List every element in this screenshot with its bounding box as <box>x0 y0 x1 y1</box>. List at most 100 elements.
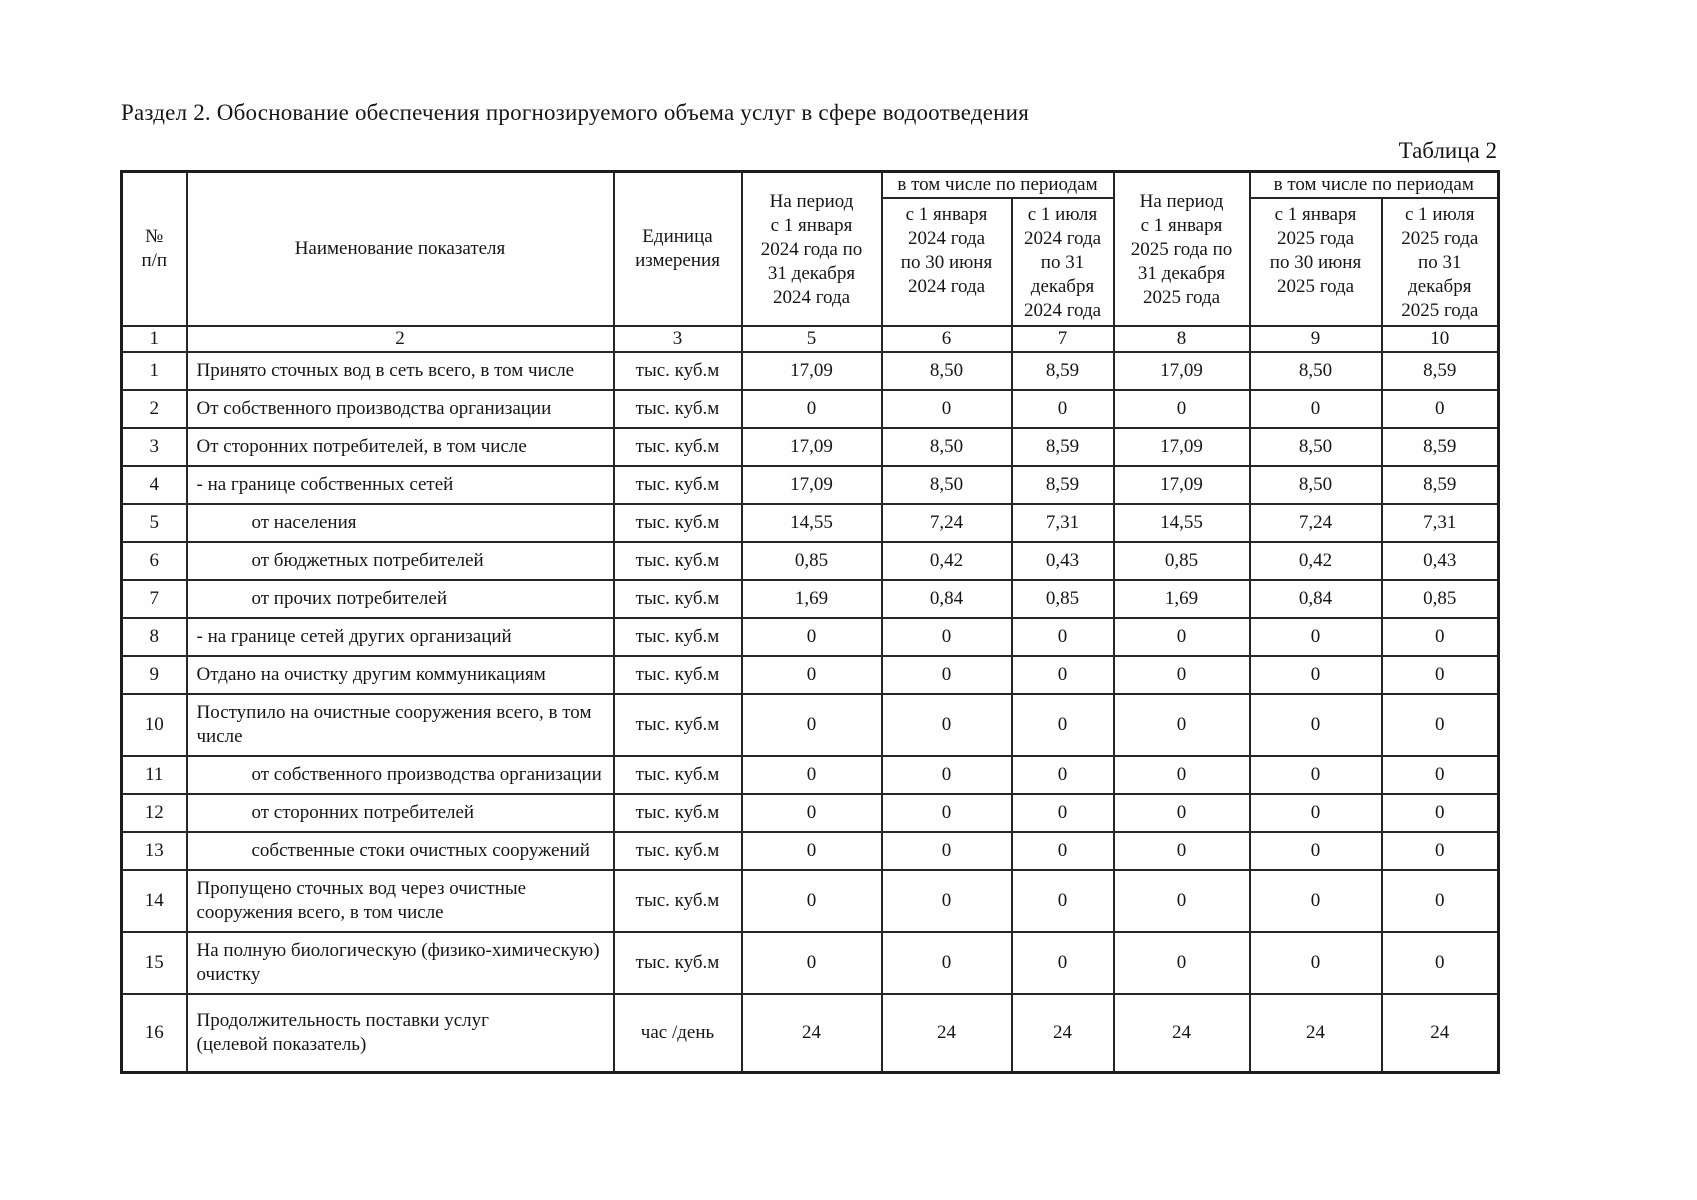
indicator-cell: Поступило на очистные сооружения всего, … <box>185 693 615 757</box>
value-cell: 8,59 <box>1380 465 1500 505</box>
unit-cell: тыс. куб.м <box>612 465 743 505</box>
unit-cell: тыс. куб.м <box>612 755 743 795</box>
column-number: 5 <box>740 325 883 353</box>
value-cell: 0 <box>880 831 1013 871</box>
table-row: 15 На полную биологическую (физико-химиче… <box>120 931 1500 995</box>
header-period-2024: На период с 1 января 2024 года по 31 дек… <box>740 170 883 327</box>
table-row: 8- на границе сетей других организаций ты… <box>120 617 1500 657</box>
value-cell: 24 <box>1380 993 1500 1074</box>
value-cell: 24 <box>1248 993 1383 1074</box>
unit-cell: тыс. куб.м <box>612 579 743 619</box>
column-number: 8 <box>1112 325 1251 353</box>
value-cell: 0 <box>1010 793 1115 833</box>
value-cell: 0 <box>1380 655 1500 695</box>
value-cell: 8,59 <box>1010 427 1115 467</box>
value-cell: 8,59 <box>1380 427 1500 467</box>
header-row-top: № п/п Наименование показателя Единица из… <box>120 170 1500 327</box>
value-cell: 0 <box>1010 831 1115 871</box>
value-cell: 0 <box>1248 931 1383 995</box>
value-cell: 0 <box>1380 793 1500 833</box>
value-cell: 14,55 <box>1112 503 1251 543</box>
table-row: 2 От собственного производства организаци… <box>120 389 1500 429</box>
row-number-cell: 7 <box>120 579 188 619</box>
table-row: 9 Отдано на очистку другим коммуникациям т… <box>120 655 1500 695</box>
value-cell: 0 <box>1112 793 1251 833</box>
value-cell: 0 <box>740 389 883 429</box>
table-row: 3 От сторонних потребителей, в том числе т… <box>120 427 1500 467</box>
unit-cell: тыс. куб.м <box>612 655 743 695</box>
unit-cell: тыс. куб.м <box>612 389 743 429</box>
value-cell: 8,50 <box>880 351 1013 391</box>
page-title: Раздел 2. Обоснование обеспечения прогно… <box>121 100 1029 125</box>
value-cell: 0 <box>1010 693 1115 757</box>
value-cell: 24 <box>1010 993 1115 1074</box>
value-cell: 8,59 <box>1380 351 1500 391</box>
value-cell: 0 <box>1112 693 1251 757</box>
indicator-cell: От сторонних потребителей, в том числе <box>185 427 615 467</box>
unit-cell: тыс. куб.м <box>612 503 743 543</box>
row-number-cell: 5 <box>120 503 188 543</box>
value-cell: 7,24 <box>880 503 1013 543</box>
value-cell: 0 <box>1112 755 1251 795</box>
value-cell: 0,85 <box>1380 579 1500 619</box>
value-cell: 0 <box>1010 617 1115 657</box>
value-cell: 1,69 <box>740 579 883 619</box>
value-cell: 0,85 <box>1112 541 1251 581</box>
header-2024-first-half: с 1 января 2024 года по 30 июня 2024 год… <box>880 197 1013 327</box>
unit-cell: тыс. куб.м <box>612 869 743 933</box>
header-period-2025: На период с 1 января 2025 года по 31 дек… <box>1112 170 1251 327</box>
header-2024-second-half: с 1 июля 2024 года по 31 декабря 2024 го… <box>1010 197 1115 327</box>
value-cell: 0 <box>1112 389 1251 429</box>
value-cell: 8,50 <box>1248 465 1383 505</box>
column-number: 3 <box>612 325 743 353</box>
value-cell: 8,59 <box>1010 465 1115 505</box>
value-cell: 24 <box>1112 993 1251 1074</box>
value-cell: 24 <box>740 993 883 1074</box>
table-row: 14 Пропущено сточных вод через очистные с… <box>120 869 1500 933</box>
indicator-cell: Отдано на очистку другим коммуникациям <box>185 655 615 695</box>
value-cell: 8,50 <box>1248 427 1383 467</box>
row-number-cell: 13 <box>120 831 188 871</box>
value-cell: 0 <box>1380 693 1500 757</box>
indicator-cell: от бюджетных потребителей <box>185 541 615 581</box>
column-numbers-row: 1 2 3 5 6 7 8 9 10 <box>120 325 1500 353</box>
row-number-cell: 3 <box>120 427 188 467</box>
value-cell: 8,59 <box>1010 351 1115 391</box>
value-cell: 0 <box>1010 389 1115 429</box>
table-row: 11 от собственного производства организац… <box>120 755 1500 795</box>
indicator-cell: от сторонних потребителей <box>185 793 615 833</box>
value-cell: 0 <box>1248 869 1383 933</box>
value-cell: 0 <box>1010 931 1115 995</box>
value-cell: 0 <box>880 655 1013 695</box>
unit-cell: тыс. куб.м <box>612 617 743 657</box>
value-cell: 8,50 <box>880 465 1013 505</box>
indicator-cell: от прочих потребителей <box>185 579 615 619</box>
header-2025-first-half: с 1 января 2025 года по 30 июня 2025 год… <box>1248 197 1383 327</box>
value-cell: 7,31 <box>1380 503 1500 543</box>
value-cell: 0 <box>1380 389 1500 429</box>
value-cell: 0 <box>1248 793 1383 833</box>
unit-cell: тыс. куб.м <box>612 831 743 871</box>
header-unit: Единица измерения <box>612 170 743 327</box>
value-cell: 17,09 <box>1112 351 1251 391</box>
indicator-cell: - на границе сетей других организаций <box>185 617 615 657</box>
table-row: 5 от населения тыс. куб.м 14,55 7,24 7,31 14,5… <box>120 503 1500 543</box>
value-cell: 0 <box>1010 655 1115 695</box>
table-row: 10 Поступило на очистные сооружения всего… <box>120 693 1500 757</box>
unit-cell: час /день <box>612 993 743 1074</box>
value-cell: 0 <box>1010 869 1115 933</box>
table-row: 1 Принято сточных вод в сеть всего, в том… <box>120 351 1500 391</box>
value-cell: 17,09 <box>1112 427 1251 467</box>
value-cell: 0,84 <box>1248 579 1383 619</box>
indicator-cell: собственные стоки очистных сооружений <box>185 831 615 871</box>
row-number-cell: 10 <box>120 693 188 757</box>
row-number-cell: 2 <box>120 389 188 429</box>
value-cell: 0 <box>740 831 883 871</box>
indicator-cell: от собственного производства организации <box>185 755 615 795</box>
value-cell: 17,09 <box>740 427 883 467</box>
value-cell: 8,50 <box>880 427 1013 467</box>
column-number: 2 <box>185 325 615 353</box>
value-cell: 0 <box>740 617 883 657</box>
value-cell: 1,69 <box>1112 579 1251 619</box>
